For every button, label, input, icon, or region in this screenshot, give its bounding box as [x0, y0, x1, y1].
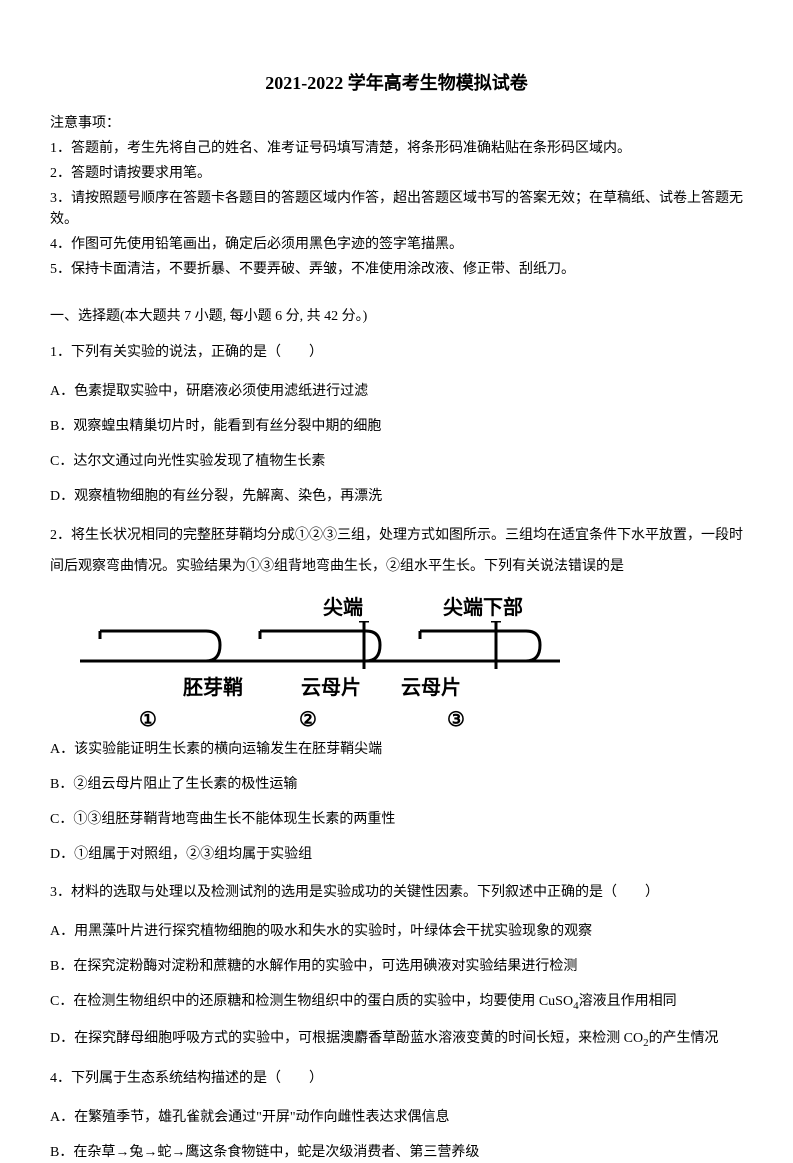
label-tip: 尖端 — [288, 593, 398, 621]
q3-c-post: 溶液且作用相同 — [579, 994, 677, 1009]
q4-stem: 4．下列属于生态系统结构描述的是（ ） — [50, 1065, 743, 1093]
instructions-label: 注意事项： — [50, 113, 743, 134]
q3-option-b: B．在探究淀粉酶对淀粉和蔗糖的水解作用的实验中，可选用碘液对实验结果进行检测 — [50, 956, 743, 977]
q2-diagram: 尖端 尖端下部 胚芽鞘 云母片 云母片 ① ② ③ — [80, 593, 560, 733]
label-mica-2: 云母片 — [386, 673, 476, 703]
q3-option-c: C．在检测生物组织中的还原糖和检测生物组织中的蛋白质的实验中，均要使用 CuSO… — [50, 991, 743, 1014]
q1-option-b: B．观察蝗虫精巢切片时，能看到有丝分裂中期的细胞 — [50, 416, 743, 437]
label-coleoptile: 胚芽鞘 — [168, 673, 258, 703]
q2-stem: 2．将生长状况相同的完整胚芽鞘均分成①②③三组，处理方式如图所示。三组均在适宜条… — [50, 521, 743, 583]
q1-stem: 1．下列有关实验的说法，正确的是（ ） — [50, 339, 743, 367]
q2-option-d: D．①组属于对照组，②③组均属于实验组 — [50, 844, 743, 865]
instruction-item: 5．保持卡面清洁，不要折暴、不要弄破、弄皱，不准使用涂改液、修正带、刮纸刀。 — [50, 259, 743, 280]
q2-option-a: A．该实验能证明生长素的横向运输发生在胚芽鞘尖端 — [50, 739, 743, 760]
label-group-1: ① — [128, 705, 168, 733]
q3-option-d: D．在探究酵母细胞呼吸方式的实验中，可根据澳麝香草酚蓝水溶液变黄的时间长短，来检… — [50, 1028, 743, 1051]
q3-stem: 3．材料的选取与处理以及检测试剂的选用是实验成功的关键性因素。下列叙述中正确的是… — [50, 879, 743, 907]
label-below-tip: 尖端下部 — [418, 593, 548, 621]
label-group-2: ② — [288, 705, 328, 733]
q4-option-a: A．在繁殖季节，雄孔雀就会通过"开屏"动作向雌性表达求偶信息 — [50, 1107, 743, 1128]
q2-option-b: B．②组云母片阻止了生长素的极性运输 — [50, 774, 743, 795]
page-title: 2021-2022 学年高考生物模拟试卷 — [50, 70, 743, 97]
coleoptile-diagram-svg — [80, 621, 560, 669]
q1-option-a: A．色素提取实验中，研磨液必须使用滤纸进行过滤 — [50, 381, 743, 402]
q3-c-pre: C．在检测生物组织中的还原糖和检测生物组织中的蛋白质的实验中，均要使用 CuSO — [50, 994, 573, 1009]
section-1-header: 一、选择题(本大题共 7 小题, 每小题 6 分, 共 42 分。) — [50, 306, 743, 327]
q4-option-b: B．在杂草→兔→蛇→鹰这条食物链中，蛇是次级消费者、第三营养级 — [50, 1142, 743, 1163]
label-group-3: ③ — [436, 705, 476, 733]
q3-d-post: 的产生情况 — [649, 1031, 719, 1046]
instruction-item: 3．请按照题号顺序在答题卡各题目的答题区域内作答，超出答题区域书写的答案无效；在… — [50, 188, 743, 230]
q3-d-pre: D．在探究酵母细胞呼吸方式的实验中，可根据澳麝香草酚蓝水溶液变黄的时间长短，来检… — [50, 1031, 643, 1046]
instruction-item: 2．答题时请按要求用笔。 — [50, 163, 743, 184]
label-mica-1: 云母片 — [286, 673, 376, 703]
instruction-item: 4．作图可先使用铅笔画出，确定后必须用黑色字迹的签字笔描黑。 — [50, 234, 743, 255]
q1-option-d: D．观察植物细胞的有丝分裂，先解离、染色，再漂洗 — [50, 486, 743, 507]
q2-option-c: C．①③组胚芽鞘背地弯曲生长不能体现生长素的两重性 — [50, 809, 743, 830]
instruction-item: 1．答题前，考生先将自己的姓名、准考证号码填写清楚，将条形码准确粘贴在条形码区域… — [50, 138, 743, 159]
q1-option-c: C．达尔文通过向光性实验发现了植物生长素 — [50, 451, 743, 472]
q3-option-a: A．用黑藻叶片进行探究植物细胞的吸水和失水的实验时，叶绿体会干扰实验现象的观察 — [50, 921, 743, 942]
